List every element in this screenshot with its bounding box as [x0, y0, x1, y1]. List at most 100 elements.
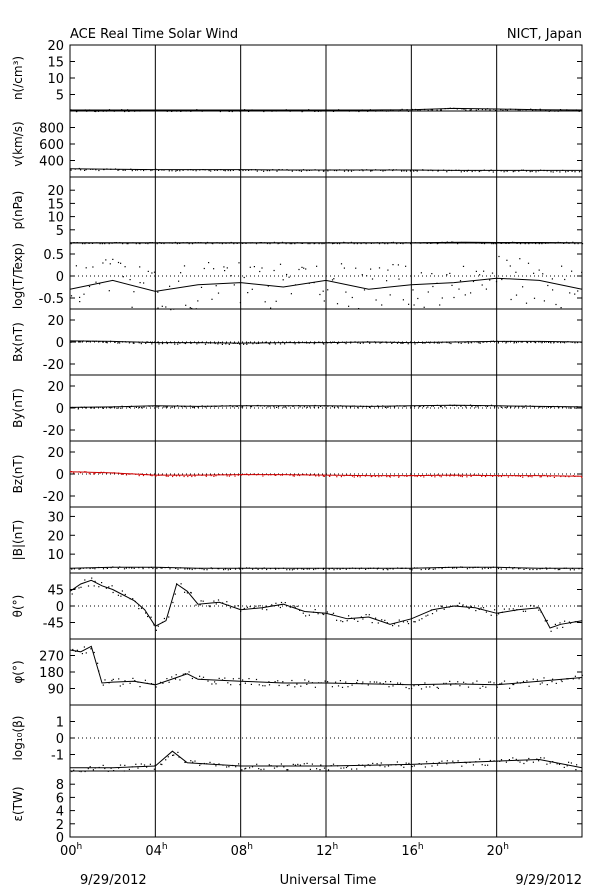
data-point: [102, 568, 105, 570]
data-point: [132, 109, 134, 111]
data-point: [86, 567, 88, 569]
data-point: [269, 568, 272, 570]
data-point: [303, 473, 305, 476]
data-point: [399, 682, 402, 684]
data-point: [503, 608, 505, 610]
data-point: [265, 605, 267, 607]
data-point: [340, 767, 342, 769]
data-point: [479, 342, 481, 344]
data-point: [238, 677, 240, 680]
data-point: [574, 475, 576, 477]
data-point: [196, 109, 198, 111]
data-point: [453, 296, 455, 299]
data-point: [431, 613, 434, 615]
data-point: [571, 270, 573, 272]
data-point: [565, 567, 567, 569]
data-point: [510, 298, 512, 301]
data-point: [191, 568, 193, 571]
data-point: [299, 406, 301, 408]
data-point: [333, 278, 335, 280]
data-point: [215, 285, 217, 287]
data-point: [531, 170, 533, 172]
data-point: [332, 612, 335, 614]
data-point: [167, 756, 169, 758]
data-point: [328, 568, 330, 570]
data-point: [256, 763, 258, 765]
data-point: [500, 109, 502, 111]
data-point: [490, 404, 493, 406]
data-point: [580, 109, 582, 111]
data-point: [497, 567, 500, 570]
data-point: [255, 605, 257, 607]
data-point: [155, 475, 157, 477]
data-point: [555, 475, 557, 477]
data-point: [157, 307, 159, 309]
y-tick-label: 20: [47, 380, 64, 395]
data-point: [455, 683, 457, 685]
data-point: [85, 267, 87, 269]
data-point: [202, 169, 204, 171]
data-point: [496, 686, 498, 688]
data-point: [274, 474, 276, 476]
data-point: [190, 760, 192, 762]
data-point: [457, 681, 459, 683]
data-point: [93, 407, 95, 409]
data-point: [227, 682, 229, 684]
data-point: [335, 681, 337, 683]
data-point: [303, 568, 305, 570]
data-point: [213, 763, 215, 765]
data-point: [221, 679, 224, 681]
data-point: [256, 405, 258, 407]
data-point: [288, 169, 290, 171]
data-point: [530, 108, 532, 110]
data-point: [436, 764, 439, 766]
data-point: [446, 171, 448, 173]
data-point: [390, 109, 392, 111]
data-point: [411, 108, 413, 111]
data-point: [217, 343, 219, 345]
data-point: [487, 567, 489, 569]
data-point: [389, 294, 391, 296]
data-point: [152, 567, 154, 570]
data-point: [574, 342, 576, 344]
data-point: [410, 406, 412, 408]
data-point: [560, 475, 562, 478]
data-point: [528, 685, 530, 687]
data-point: [432, 568, 434, 570]
data-point: [445, 475, 448, 477]
data-point: [346, 474, 348, 476]
data-point: [262, 475, 264, 477]
data-point: [489, 681, 492, 683]
data-point: [379, 682, 381, 684]
data-point: [275, 602, 277, 604]
data-point: [191, 677, 193, 680]
data-point: [461, 476, 463, 478]
data-point: [247, 292, 249, 294]
data-point: [429, 342, 431, 344]
data-point: [379, 342, 381, 344]
data-point: [366, 169, 368, 171]
data-point: [546, 619, 548, 622]
data-point: [195, 677, 197, 679]
data-point: [126, 406, 129, 408]
data-point: [83, 406, 85, 408]
data-point: [82, 567, 84, 569]
data-point: [182, 169, 184, 171]
data-point: [152, 683, 154, 685]
data-point: [226, 267, 228, 269]
data-point: [519, 567, 521, 569]
data-point: [249, 767, 251, 769]
data-point: [546, 170, 548, 172]
data-point: [478, 342, 480, 344]
data-point: [362, 342, 364, 344]
data-point: [282, 567, 285, 569]
data-point: [505, 170, 507, 172]
data-point: [110, 168, 112, 170]
data-point: [267, 406, 269, 408]
data-point: [574, 243, 576, 245]
data-point: [161, 169, 163, 171]
data-point: [387, 569, 389, 571]
series-line: [69, 277, 583, 292]
data-point: [233, 243, 235, 245]
data-point: [369, 109, 371, 111]
